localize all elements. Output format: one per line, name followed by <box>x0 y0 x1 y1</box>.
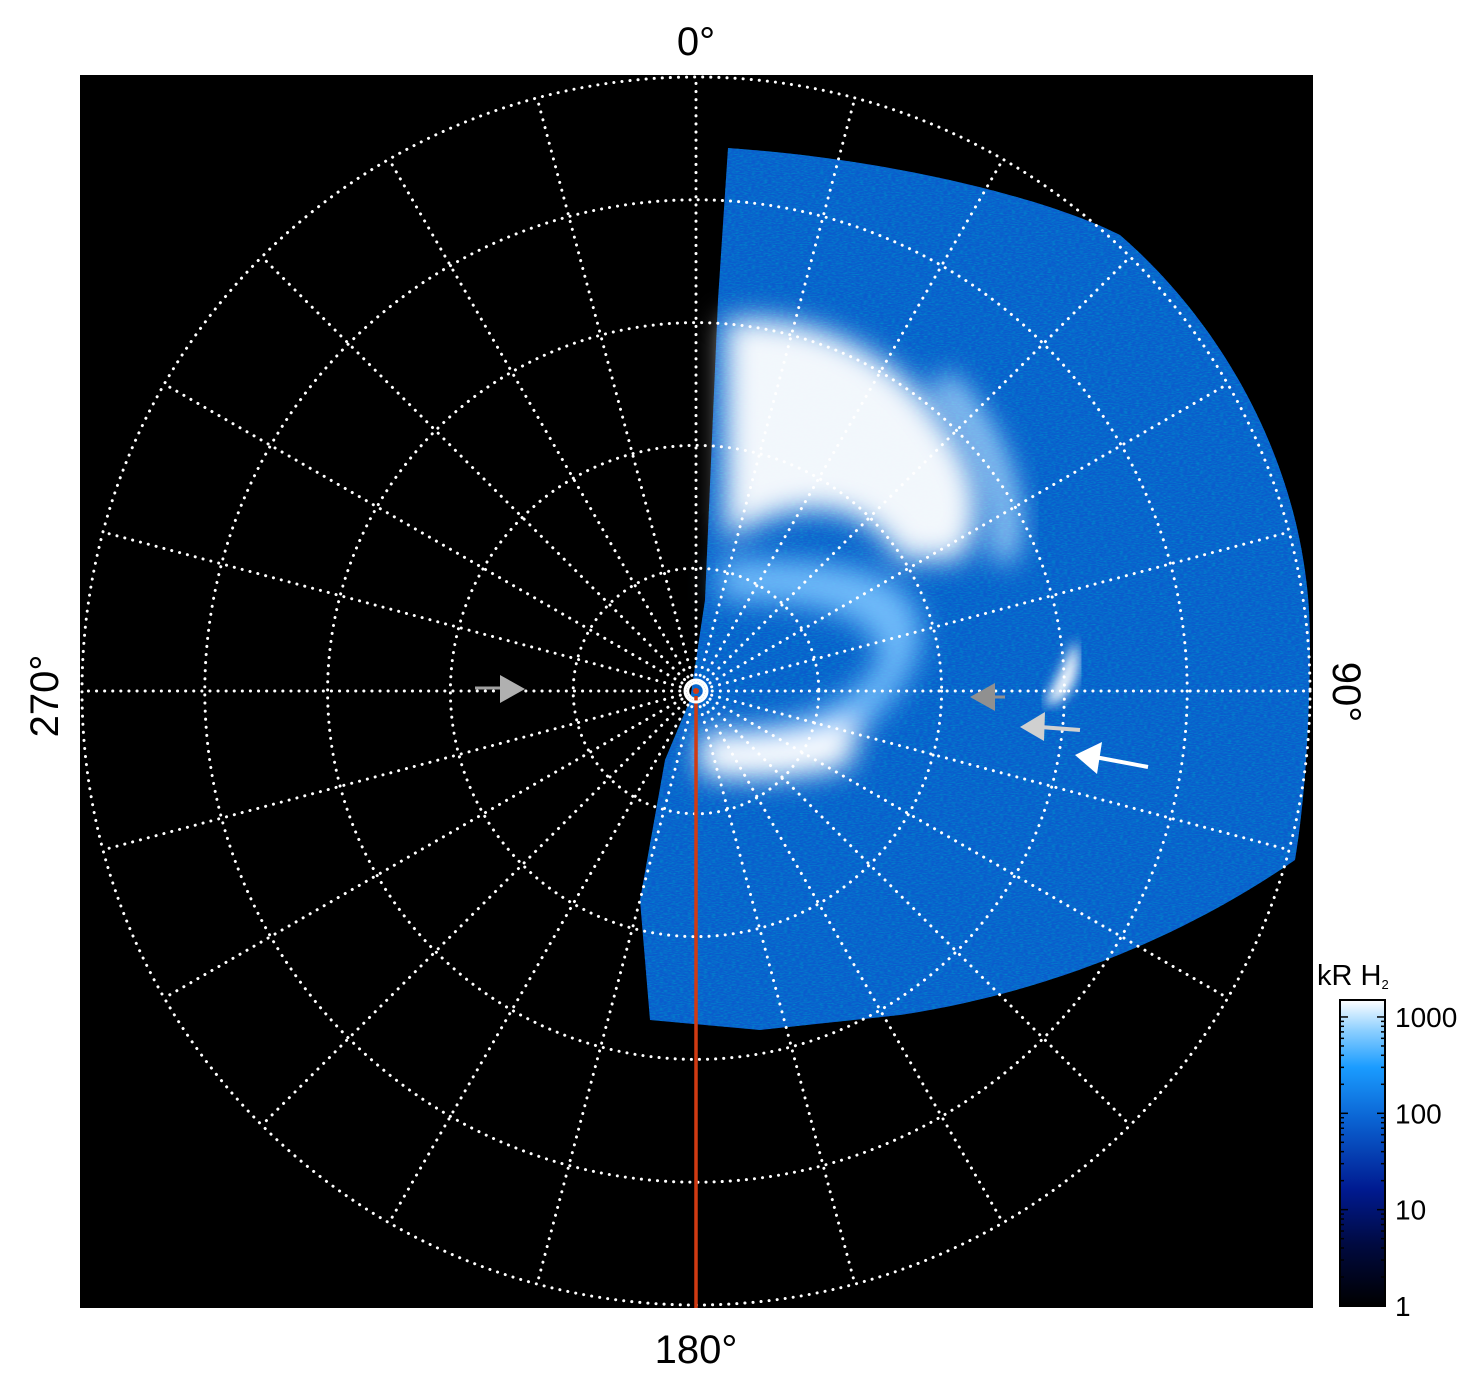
grid-ring <box>203 198 1189 1184</box>
grid-spoke <box>694 255 1132 693</box>
grid-spoke <box>387 689 698 1225</box>
pole-dot <box>693 688 699 694</box>
grid-spoke <box>535 689 698 1286</box>
grid-spoke <box>101 689 698 852</box>
grid-spoke <box>101 530 698 693</box>
grid-spoke <box>694 689 1005 1225</box>
colorbar: kR H2 1 10 100 1000 <box>1317 960 1457 1322</box>
grid-spoke <box>694 689 857 1286</box>
colorbar-title: kR H2 <box>1317 960 1389 992</box>
grid-ring <box>326 321 1066 1061</box>
polar-grid <box>80 75 1312 1307</box>
grid-spoke <box>694 157 1005 693</box>
angle-label-bottom: 180° <box>655 1328 738 1372</box>
colorbar-tick-label: 10 <box>1395 1195 1426 1226</box>
colorbar-tick-label: 100 <box>1395 1098 1442 1129</box>
grid-spoke <box>694 382 1230 693</box>
grid-spoke <box>260 689 698 1127</box>
grid-spoke <box>535 96 698 693</box>
arrow-dark-gray-left <box>970 683 1005 711</box>
grid-spoke <box>387 157 698 693</box>
arrow-white-left <box>1075 742 1149 774</box>
pole-marker <box>683 678 709 704</box>
grid-spoke <box>694 689 1132 1127</box>
grid-ring <box>448 443 944 939</box>
grid-spoke <box>260 255 698 693</box>
colorbar-gradient <box>1339 999 1386 1307</box>
grid-spoke <box>694 530 1291 693</box>
angle-label-right: 90° <box>1324 662 1368 723</box>
angle-label-left: 270° <box>23 655 67 738</box>
grid-spoke <box>694 689 1291 852</box>
colorbar-tick-label: 1000 <box>1395 1002 1457 1033</box>
arrow-light-gray-left <box>1020 712 1081 741</box>
grid-spoke <box>162 689 698 1000</box>
colorbar-tick-label: 1 <box>1395 1291 1411 1322</box>
grid-spoke <box>694 96 857 693</box>
main-oval <box>700 318 1019 778</box>
angle-label-top: 0° <box>677 20 715 64</box>
bright-spot <box>1045 640 1079 705</box>
grid-spoke <box>694 689 1230 1000</box>
grid-spoke <box>162 382 698 693</box>
arrow-gray-right <box>475 675 525 703</box>
